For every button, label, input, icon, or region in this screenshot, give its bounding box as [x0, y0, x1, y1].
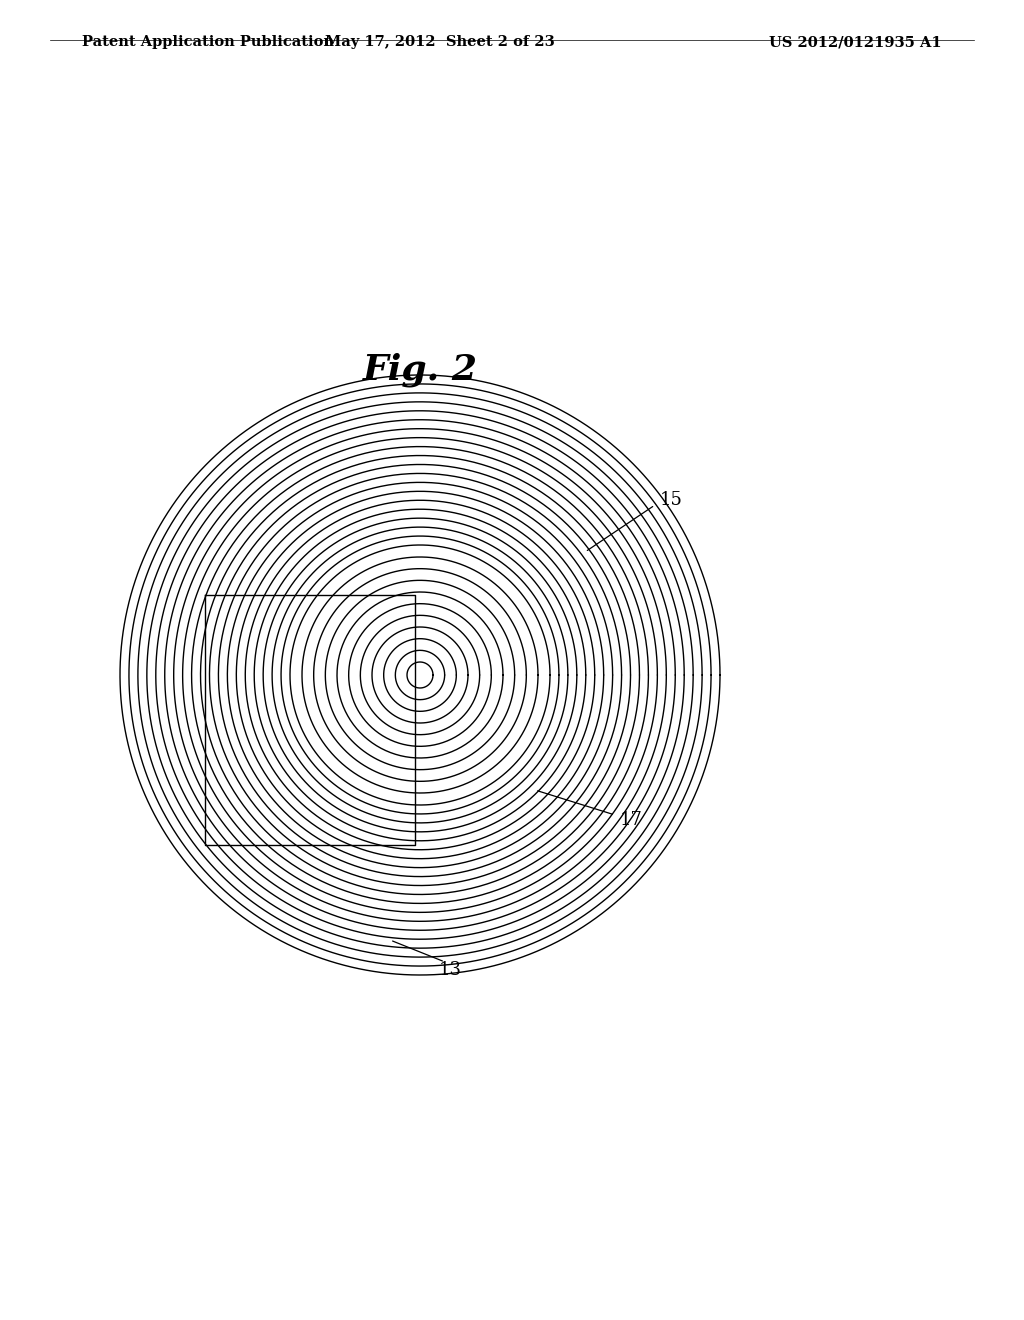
Text: US 2012/0121935 A1: US 2012/0121935 A1 — [769, 36, 942, 49]
Text: 15: 15 — [660, 491, 683, 510]
Text: May 17, 2012  Sheet 2 of 23: May 17, 2012 Sheet 2 of 23 — [326, 36, 555, 49]
Text: 13: 13 — [438, 961, 462, 979]
Text: 17: 17 — [620, 810, 643, 829]
Text: Patent Application Publication: Patent Application Publication — [82, 36, 334, 49]
Text: Fig. 2: Fig. 2 — [362, 352, 477, 387]
